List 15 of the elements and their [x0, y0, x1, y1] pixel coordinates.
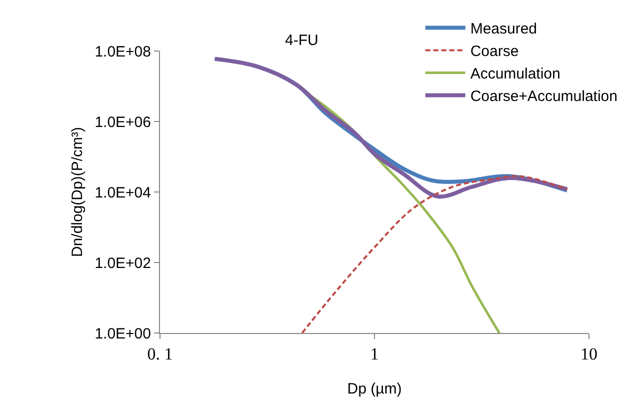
y-tick-label: 1.0E+04	[94, 184, 151, 202]
y-tick-label: 1.0E+06	[94, 114, 151, 131]
y-tick-label: 1.0E+02	[94, 254, 151, 272]
x-axis-title: Dp (µm)	[347, 380, 402, 398]
x-tick-label: 1	[370, 344, 379, 364]
text: 4-FU	[285, 32, 318, 49]
legend-label: Coarse	[470, 43, 519, 60]
y-axis-title: Dn/dlog(Dp)(P/cm³)	[68, 126, 86, 258]
legend-label: Measured	[470, 20, 538, 38]
legend-label: Coarse+Accumulation	[470, 88, 618, 106]
x-tick-label: 0. 1	[147, 344, 173, 364]
x-tick-label: 10	[580, 344, 598, 364]
y-tick-label: 1.0E+00	[94, 325, 151, 342]
legend-label: Accumulation	[470, 66, 560, 83]
y-tick-label: 1.0E+08	[94, 43, 151, 60]
